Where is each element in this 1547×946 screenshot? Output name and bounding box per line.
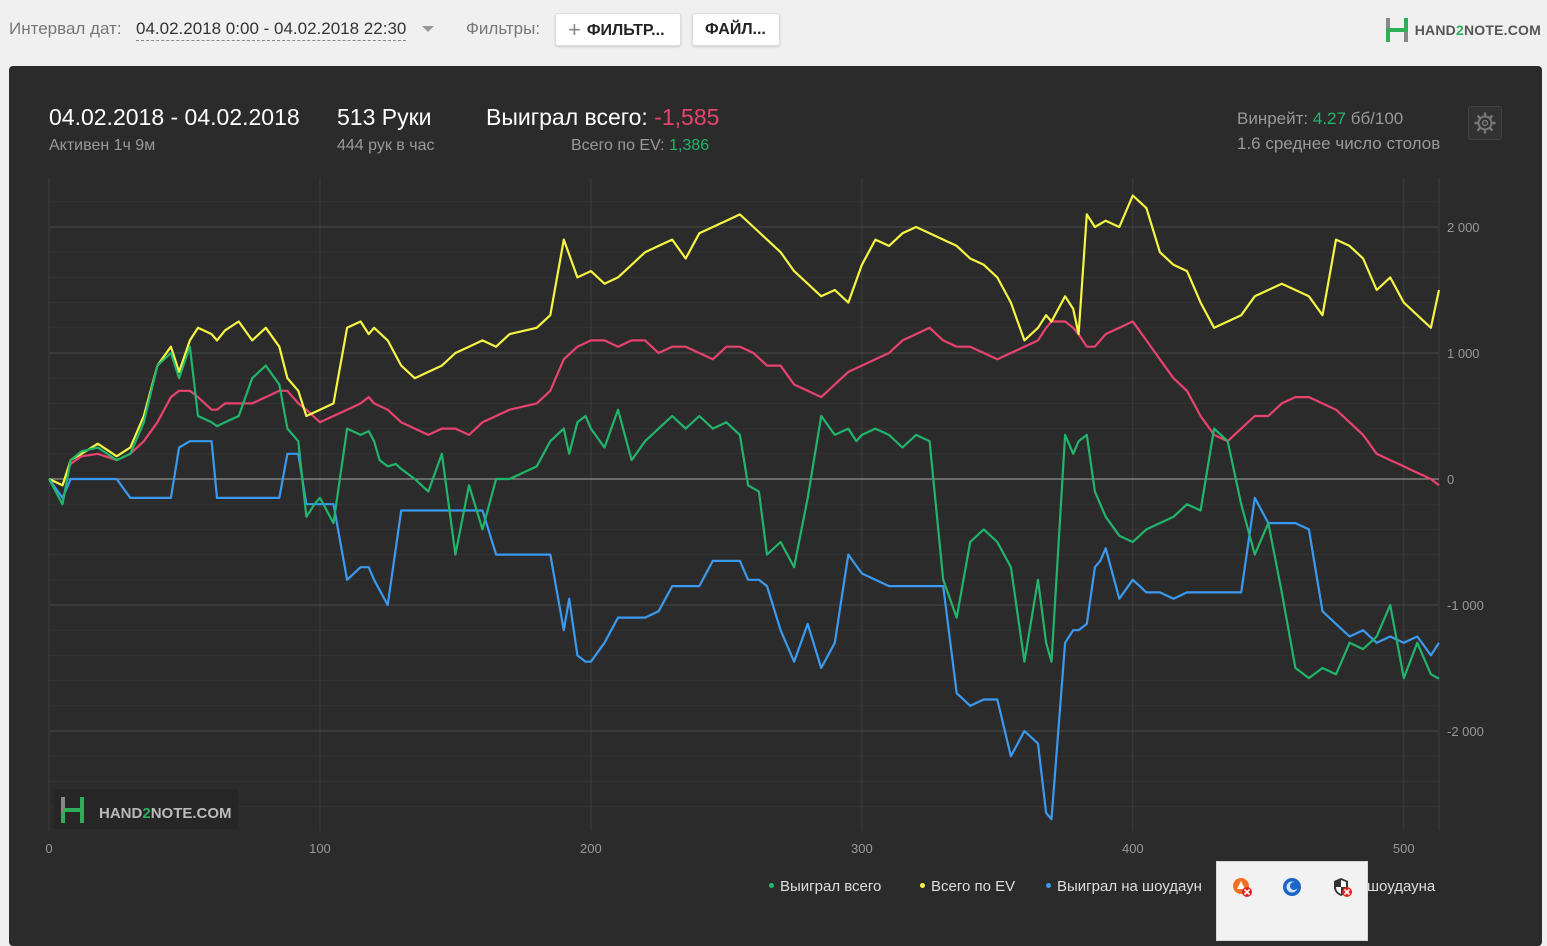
date-range: 04.02.2018 - 04.02.2018 [49,104,300,130]
x-tick-label: 200 [580,841,602,856]
watermark-text: HAND2NOTE.COM [99,805,232,822]
top-toolbar: Интервал дат: 04.02.2018 0:00 - 04.02.20… [0,0,1547,62]
filter-button[interactable]: + ФИЛЬТР... [555,13,681,46]
series-line-won-no-showdown [48,320,1440,487]
ev-total-label: Всего по EV: [571,137,665,154]
winrate-unit: бб/100 [1350,109,1404,128]
series-line-won-showdown [48,440,1440,821]
legend-dot [920,883,925,888]
y-tick-label: 2 000 [1447,220,1480,235]
x-tick-label: 400 [1122,841,1144,856]
legend-item-won-total[interactable]: Выиграл всего [769,878,881,895]
file-button-label: ФАЙЛ... [705,21,766,38]
x-tick-label: 100 [309,841,331,856]
y-tick-label: 0 [1447,472,1454,487]
plus-icon: + [568,17,581,42]
hand2note-logo-icon [1385,18,1408,42]
chart-series [48,194,1441,821]
avg-tables: 1.6 среднее число столов [1237,134,1441,153]
ev-total-value: 1,386 [669,137,710,154]
file-button[interactable]: ФАЙЛ... [692,13,780,46]
legend-item-won-showdown[interactable]: Выиграл на шоудаун [1046,878,1202,895]
won-total-value: -1,585 [654,104,720,130]
ev-total-summary: Всего по EV: 1,386 [571,137,709,155]
won-total-summary: Выиграл всего: -1,585 [486,104,719,131]
chart-watermark: HAND2NOTE.COM [53,789,238,829]
legend-item-won-no-showdown[interactable]: шоудауна [1367,878,1436,895]
filters-label: Фильтры: [466,19,541,38]
shield-alert-icon[interactable] [1331,876,1353,898]
x-tick-label: 0 [45,841,52,856]
brand-logo: HAND2NOTE.COM [1385,16,1541,44]
x-tick-label: 500 [1393,841,1415,856]
won-total-label: Выиграл всего: [486,104,648,130]
winrate-label: Винрейт: [1237,109,1309,128]
legend-dot [1046,883,1051,888]
winrate-value: 4.27 [1312,109,1346,128]
chart-axes: 2 000 1 000 0 -1 000 -2 000 0 100 200 300 400 500 [45,220,1483,856]
chevron-down-icon[interactable] [422,26,434,32]
chart-grid [48,178,1440,831]
update-icon[interactable] [1281,876,1303,898]
settings-button[interactable] [1468,106,1502,140]
date-interval-select[interactable]: 04.02.2018 0:00 - 04.02.2018 22:30 [136,19,407,41]
date-interval-label: Интервал дат: [9,19,122,38]
brand-logo-text: HAND2NOTE.COM [1414,22,1541,38]
x-tick-label: 300 [851,841,873,856]
hand2note-logo-icon [61,797,84,823]
y-tick-label: -1 000 [1447,598,1484,613]
legend-item-ev-total[interactable]: Всего по EV [920,878,1015,895]
filter-button-label: ФИЛЬТР... [586,22,665,39]
series-line-ev-total [48,194,1441,487]
gear-icon [1474,112,1496,134]
system-tray-popup [1216,861,1368,941]
series-line-won-total [48,345,1440,680]
hands-count: 513 Руки [337,104,432,130]
winrate: Винрейт: 4.27 бб/100 [1237,109,1403,129]
legend-dot [769,883,774,888]
hands-per-hour: 444 рук в час [337,137,435,154]
graph-panel: 04.02.2018 - 04.02.2018 Активен 1ч 9м 51… [9,66,1542,946]
y-tick-label: 1 000 [1447,346,1480,361]
active-time: Активен 1ч 9м [49,137,156,154]
profit-chart: HAND2NOTE.COM 2 000 1 000 0 -1 000 -2 000 0 10… [45,178,1484,856]
avast-icon[interactable] [1231,876,1253,898]
y-tick-label: -2 000 [1447,724,1484,739]
